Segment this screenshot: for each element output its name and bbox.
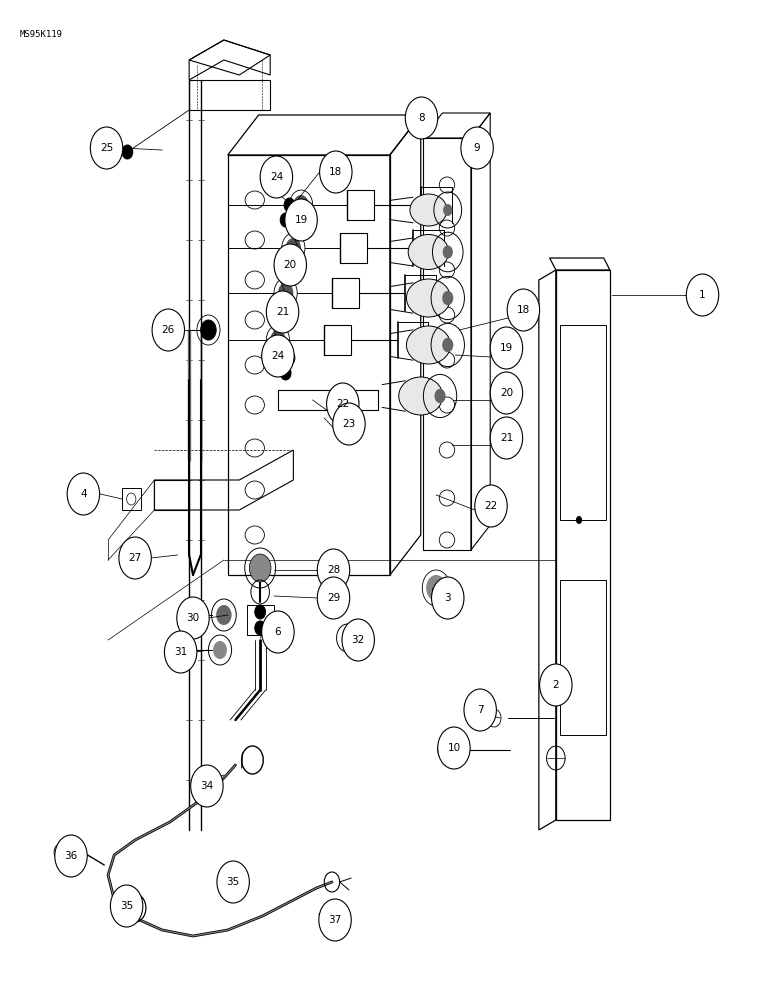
Circle shape <box>461 127 493 169</box>
Text: 19: 19 <box>499 343 513 353</box>
Circle shape <box>255 605 266 619</box>
Circle shape <box>280 213 291 227</box>
Circle shape <box>90 127 123 169</box>
Circle shape <box>262 611 294 653</box>
Circle shape <box>285 199 317 241</box>
Text: 22: 22 <box>336 399 350 409</box>
Circle shape <box>270 330 286 350</box>
Circle shape <box>262 335 294 377</box>
Circle shape <box>260 156 293 198</box>
Circle shape <box>317 549 350 591</box>
Text: 18: 18 <box>516 305 530 315</box>
Circle shape <box>67 473 100 515</box>
Text: MS95K119: MS95K119 <box>19 30 63 39</box>
Circle shape <box>438 727 470 769</box>
Circle shape <box>286 238 301 258</box>
Circle shape <box>432 577 464 619</box>
Text: 18: 18 <box>329 167 343 177</box>
Circle shape <box>119 537 151 579</box>
Circle shape <box>255 621 266 635</box>
Circle shape <box>274 244 306 286</box>
Text: 20: 20 <box>499 388 513 398</box>
Text: 27: 27 <box>128 553 142 563</box>
Ellipse shape <box>406 326 451 364</box>
Text: 4: 4 <box>80 489 86 499</box>
Circle shape <box>280 366 291 380</box>
Text: 34: 34 <box>200 781 214 791</box>
Text: 22: 22 <box>484 501 498 511</box>
Circle shape <box>490 372 523 414</box>
Circle shape <box>342 619 374 661</box>
Text: 23: 23 <box>342 419 356 429</box>
Circle shape <box>327 383 359 425</box>
Circle shape <box>266 291 299 333</box>
Circle shape <box>405 97 438 139</box>
Circle shape <box>554 687 561 697</box>
Text: 36: 36 <box>64 851 78 861</box>
Circle shape <box>152 309 185 351</box>
Text: 28: 28 <box>327 565 340 575</box>
Text: 9: 9 <box>474 143 480 153</box>
Circle shape <box>442 338 453 352</box>
Text: 30: 30 <box>186 613 200 623</box>
Circle shape <box>110 885 143 927</box>
Circle shape <box>55 835 87 877</box>
Text: 21: 21 <box>499 433 513 443</box>
Text: 31: 31 <box>174 647 188 657</box>
Text: 24: 24 <box>271 351 285 361</box>
Circle shape <box>686 274 719 316</box>
Circle shape <box>191 765 223 807</box>
Ellipse shape <box>408 234 449 269</box>
Circle shape <box>217 861 249 903</box>
Text: 19: 19 <box>294 215 308 225</box>
Text: 29: 29 <box>327 593 340 603</box>
Ellipse shape <box>410 194 447 226</box>
Text: 2: 2 <box>553 680 559 690</box>
Circle shape <box>435 389 445 403</box>
Circle shape <box>576 516 582 524</box>
Text: 21: 21 <box>276 307 290 317</box>
Circle shape <box>320 151 352 193</box>
Circle shape <box>442 291 453 305</box>
Circle shape <box>442 245 453 259</box>
Text: 1: 1 <box>699 290 706 300</box>
Ellipse shape <box>406 279 451 317</box>
Text: 20: 20 <box>283 260 297 270</box>
Circle shape <box>278 283 293 303</box>
Text: 35: 35 <box>120 901 134 911</box>
Circle shape <box>507 289 540 331</box>
Circle shape <box>319 899 351 941</box>
Circle shape <box>122 145 133 159</box>
Circle shape <box>333 403 365 445</box>
Text: 3: 3 <box>445 593 451 603</box>
Circle shape <box>443 204 452 216</box>
Circle shape <box>284 198 295 212</box>
Text: 6: 6 <box>275 627 281 637</box>
Circle shape <box>249 554 271 582</box>
Circle shape <box>490 417 523 459</box>
Text: 37: 37 <box>328 915 342 925</box>
Circle shape <box>164 631 197 673</box>
Circle shape <box>216 605 232 625</box>
Text: 7: 7 <box>477 705 483 715</box>
Circle shape <box>293 195 309 215</box>
Text: 8: 8 <box>418 113 425 123</box>
Ellipse shape <box>398 377 443 415</box>
Circle shape <box>475 485 507 527</box>
Text: 35: 35 <box>226 877 240 887</box>
Circle shape <box>284 351 295 365</box>
Circle shape <box>464 689 496 731</box>
Circle shape <box>540 664 572 706</box>
Circle shape <box>201 320 216 340</box>
Circle shape <box>213 641 227 659</box>
Text: 10: 10 <box>447 743 461 753</box>
Text: 25: 25 <box>100 143 113 153</box>
Text: 32: 32 <box>351 635 365 645</box>
Circle shape <box>426 575 446 601</box>
Circle shape <box>317 577 350 619</box>
Circle shape <box>490 327 523 369</box>
Circle shape <box>177 597 209 639</box>
Text: 24: 24 <box>269 172 283 182</box>
Text: 26: 26 <box>161 325 175 335</box>
